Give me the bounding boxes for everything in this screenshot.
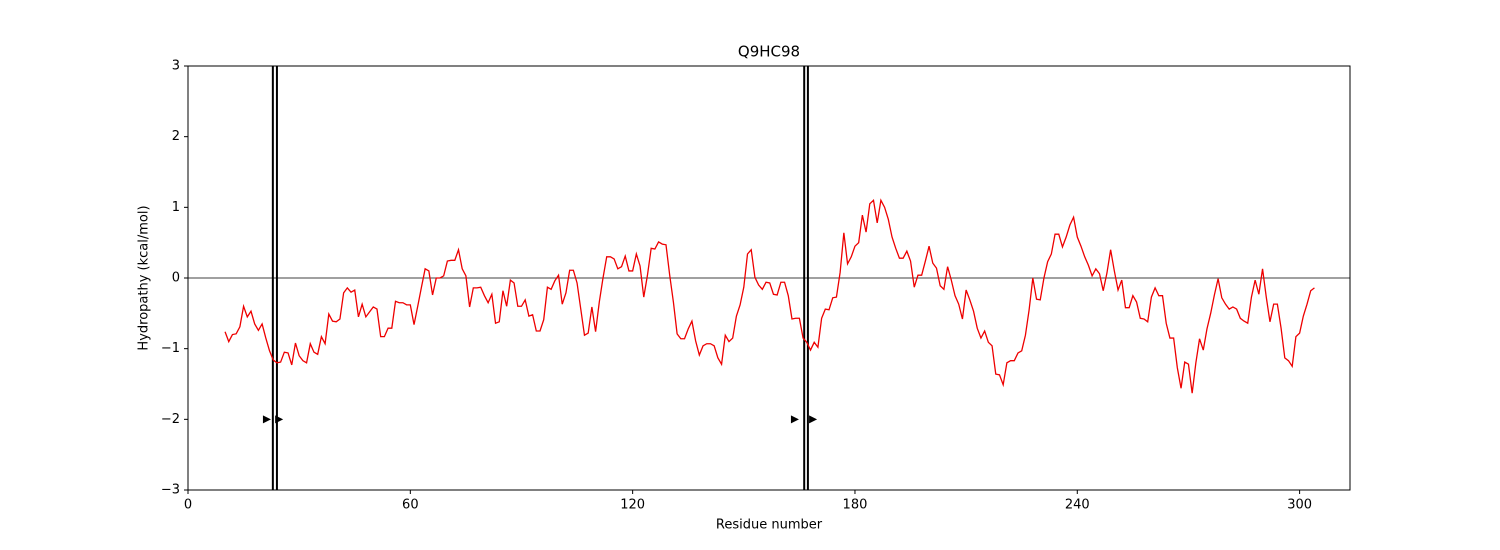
x-tick-label: 300 [1287, 498, 1312, 513]
y-tick-label: −1 [161, 341, 180, 356]
boundary-marker [809, 415, 818, 424]
y-tick-label: 3 [172, 59, 180, 74]
x-tick-label: 180 [843, 498, 868, 513]
hydropathy-line [224, 198, 1315, 394]
boundary-marker [275, 415, 284, 424]
x-tick-label: 240 [1065, 498, 1090, 513]
y-axis-label: Hydropathy (kcal/mol) [137, 205, 152, 350]
boundary-marker [262, 415, 271, 424]
x-tick-label: 0 [184, 498, 192, 513]
y-tick-label: −2 [161, 412, 180, 427]
y-tick-label: −3 [161, 483, 180, 498]
x-tick-label: 120 [620, 498, 645, 513]
boundary-marker [790, 415, 799, 424]
y-tick-label: 2 [172, 129, 180, 144]
chart-title: Q9HC98 [738, 43, 800, 61]
y-tick-label: 1 [172, 200, 180, 215]
plot-frame [187, 65, 1351, 491]
y-tick-label: 0 [172, 271, 180, 286]
x-axis-label: Residue number [716, 518, 823, 533]
x-tick-label: 60 [402, 498, 419, 513]
